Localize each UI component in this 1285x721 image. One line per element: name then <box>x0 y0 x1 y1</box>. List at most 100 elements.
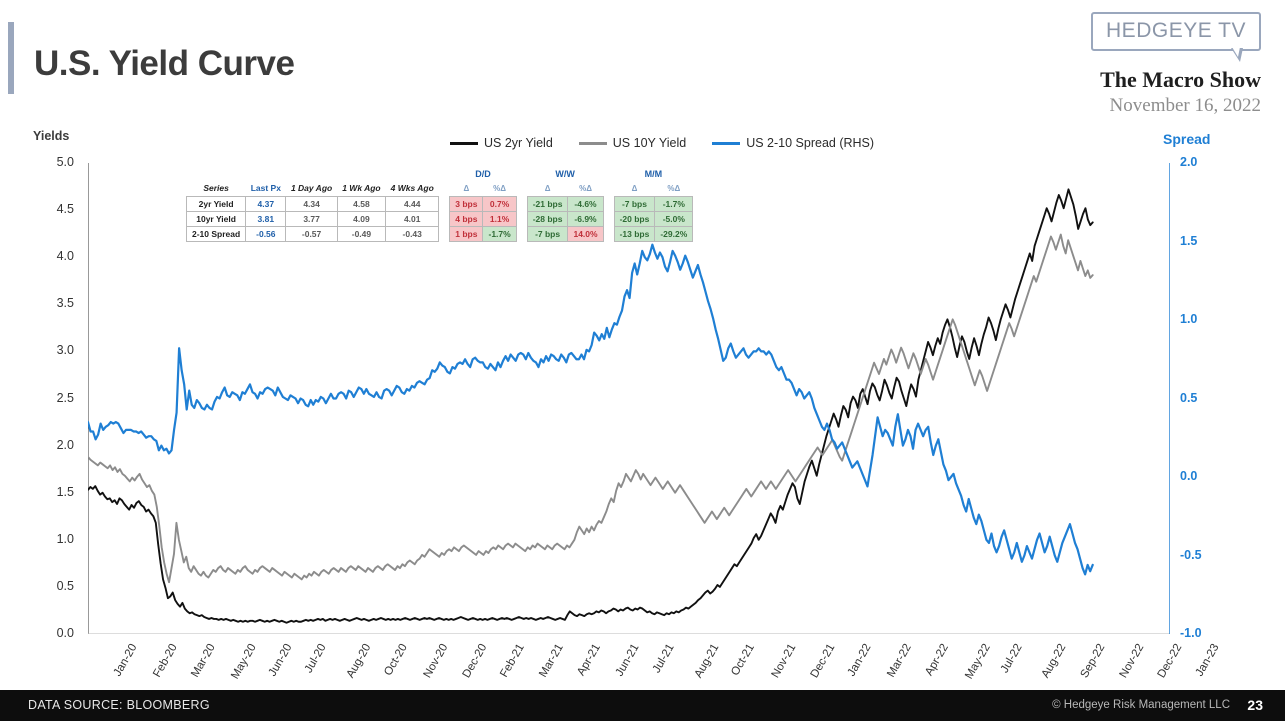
x-tick-Mar-21: Mar-21 <box>537 642 566 680</box>
x-tick-Aug-22: Aug-22 <box>1039 642 1069 681</box>
summary-table-group-header-row: D/D W/W M/M <box>187 166 693 181</box>
y-tick-1.5: 1.5 <box>56 484 74 499</box>
hedgeye-tv-logo-label: HEDGEYE TV <box>1106 19 1246 42</box>
x-tick-Jun-20: Jun-20 <box>266 642 295 679</box>
spacer-6 <box>603 181 614 196</box>
sub-head-mm-pct: %Δ <box>667 183 681 193</box>
cell-wk-ago-1: 4.09 <box>336 210 387 227</box>
x-tick-Nov-21: Nov-21 <box>769 642 799 681</box>
col-head-four-wks-ago: 4 Wks Ago <box>390 183 434 194</box>
x-tick-Nov-22: Nov-22 <box>1117 642 1147 681</box>
spacer-c-2 <box>603 226 614 241</box>
cell-last-px-0: 4.37 <box>245 195 287 212</box>
cell-dd-abs-2: 1 bps <box>449 225 484 242</box>
spacer-c-1 <box>603 211 614 226</box>
group-head-ww: W/W <box>555 168 575 179</box>
y2-tick-2.0: 2.0 <box>1180 155 1198 169</box>
y-tick-0.0: 0.0 <box>56 626 74 640</box>
show-name: The Macro Show <box>1100 67 1261 92</box>
sub-head-dd-abs: Δ <box>463 183 470 193</box>
cell-mm-abs-0: -7 bps <box>613 195 656 212</box>
y-tick-2.5: 2.5 <box>56 390 74 405</box>
footer-data-source: DATA SOURCE: BLOOMBERG <box>28 698 210 712</box>
cell-last-px-1: 3.81 <box>245 210 287 227</box>
footer-bar: DATA SOURCE: BLOOMBERG © Hedgeye Risk Ma… <box>0 690 1285 721</box>
yield-summary-table: D/D W/W M/M Series Last Px 1 Day Ago 1 W… <box>185 166 694 242</box>
legend-item-2yr[interactable]: US 2yr Yield <box>450 136 553 150</box>
y-tick-0.5: 0.5 <box>56 578 74 593</box>
cell-ww-pct-2: 14.0% <box>567 225 604 242</box>
hedgeye-tv-logo: HEDGEYE TV <box>1091 12 1261 62</box>
cell-day-ago-0: 4.34 <box>285 195 338 212</box>
x-tick-Apr-21: Apr-21 <box>574 642 603 678</box>
spacer-c-0 <box>603 196 614 211</box>
cell-dd-pct-0: 0.7% <box>482 195 517 212</box>
sub-head-dd-pct: %Δ <box>493 183 507 193</box>
cell-ww-abs-2: -7 bps <box>526 225 569 242</box>
cell-four-wks-ago-0: 4.44 <box>385 195 440 212</box>
col-head-series: Series <box>203 183 229 194</box>
x-tick-Mar-20: Mar-20 <box>189 642 219 680</box>
legend-item-10yr[interactable]: US 10Y Yield <box>578 136 686 150</box>
y-tick-3.0: 3.0 <box>56 343 74 358</box>
spacer-b-1 <box>516 211 527 226</box>
legend-swatch-spread <box>712 141 741 145</box>
col-head-day-ago: 1 Day Ago <box>290 183 333 194</box>
x-tick-Apr-22: Apr-22 <box>922 642 951 678</box>
spacer-2 <box>516 166 527 181</box>
group-head-blank-1 <box>187 166 246 181</box>
cell-wk-ago-0: 4.58 <box>336 195 387 212</box>
cell-four-wks-ago-1: 4.01 <box>385 210 440 227</box>
x-tick-Dec-21: Dec-21 <box>808 642 838 681</box>
cell-dd-abs-0: 3 bps <box>449 195 484 212</box>
sub-head-ww-abs: Δ <box>544 183 551 193</box>
chart-plot-area: 0.0 0.5 1.0 1.5 2.0 2.5 3.0 3.5 4.0 4.5 5.0 -1.0 -0… <box>57 155 1222 681</box>
legend-swatch-10yr <box>578 141 607 145</box>
x-tick-Dec-20: Dec-20 <box>460 642 490 681</box>
x-tick-Nov-20: Nov-20 <box>421 642 451 681</box>
spacer-5 <box>516 181 527 196</box>
y-tick-1.0: 1.0 <box>56 531 74 546</box>
cell-mm-abs-2: -13 bps <box>613 225 656 242</box>
legend-swatch-2yr <box>450 141 478 145</box>
spacer-3 <box>603 166 614 181</box>
group-head-blank-4 <box>337 166 385 181</box>
legend-label-2yr: US 2yr Yield <box>484 136 553 150</box>
footer-copyright: © Hedgeye Risk Management LLC <box>1052 699 1230 711</box>
summary-table-head: D/D W/W M/M Series Last Px 1 Day Ago 1 W… <box>187 166 693 196</box>
x-tick-Aug-20: Aug-20 <box>344 642 374 681</box>
y2-tick-0.5: 0.5 <box>1180 390 1198 405</box>
y2-axis-title-spread: Spread <box>1163 131 1211 147</box>
cell-mm-pct-2: -29.2% <box>654 225 694 242</box>
cell-wk-ago-2: -0.49 <box>336 225 387 242</box>
table-row: 2-10 Spread -0.56 -0.57 -0.49 -0.43 1 bps -1.7… <box>185 225 694 242</box>
group-head-blank-2 <box>246 166 286 181</box>
spacer-a-2 <box>439 226 450 241</box>
x-tick-Jan-23: Jan-23 <box>1193 642 1222 679</box>
cell-day-ago-2: -0.57 <box>285 225 338 242</box>
x-tick-Sep-22: Sep-22 <box>1078 642 1108 681</box>
footer-page-number: 23 <box>1247 697 1263 713</box>
x-tick-Jul-20: Jul-20 <box>302 642 329 676</box>
page-title: U.S. Yield Curve <box>34 44 295 83</box>
spacer-4 <box>439 181 450 196</box>
cell-dd-abs-1: 4 bps <box>449 210 484 227</box>
cell-last-px-2: -0.56 <box>245 225 287 242</box>
spacer-b-2 <box>516 226 527 241</box>
series-line-us-2yr-yield <box>88 188 1094 624</box>
cell-day-ago-1: 3.77 <box>285 210 338 227</box>
cell-mm-abs-1: -20 bps <box>613 210 656 227</box>
sub-head-mm-abs: Δ <box>631 183 638 193</box>
y-axis-title-yields: Yields <box>33 129 70 143</box>
legend-item-spread[interactable]: US 2-10 Spread (RHS) <box>712 136 874 150</box>
series-line-us-10y-yield <box>88 233 1094 584</box>
group-head-blank-3 <box>286 166 337 181</box>
x-tick-Jan-22: Jan-22 <box>845 642 874 679</box>
show-date: November 16, 2022 <box>1109 95 1261 116</box>
y-tick-2.0: 2.0 <box>56 437 74 452</box>
spacer-b-0 <box>516 196 527 211</box>
x-tick-May-20: May-20 <box>229 642 259 682</box>
cell-series-1: 10yr Yield <box>185 210 247 227</box>
cell-mm-pct-1: -5.0% <box>654 210 694 227</box>
group-head-blank-5 <box>386 166 439 181</box>
